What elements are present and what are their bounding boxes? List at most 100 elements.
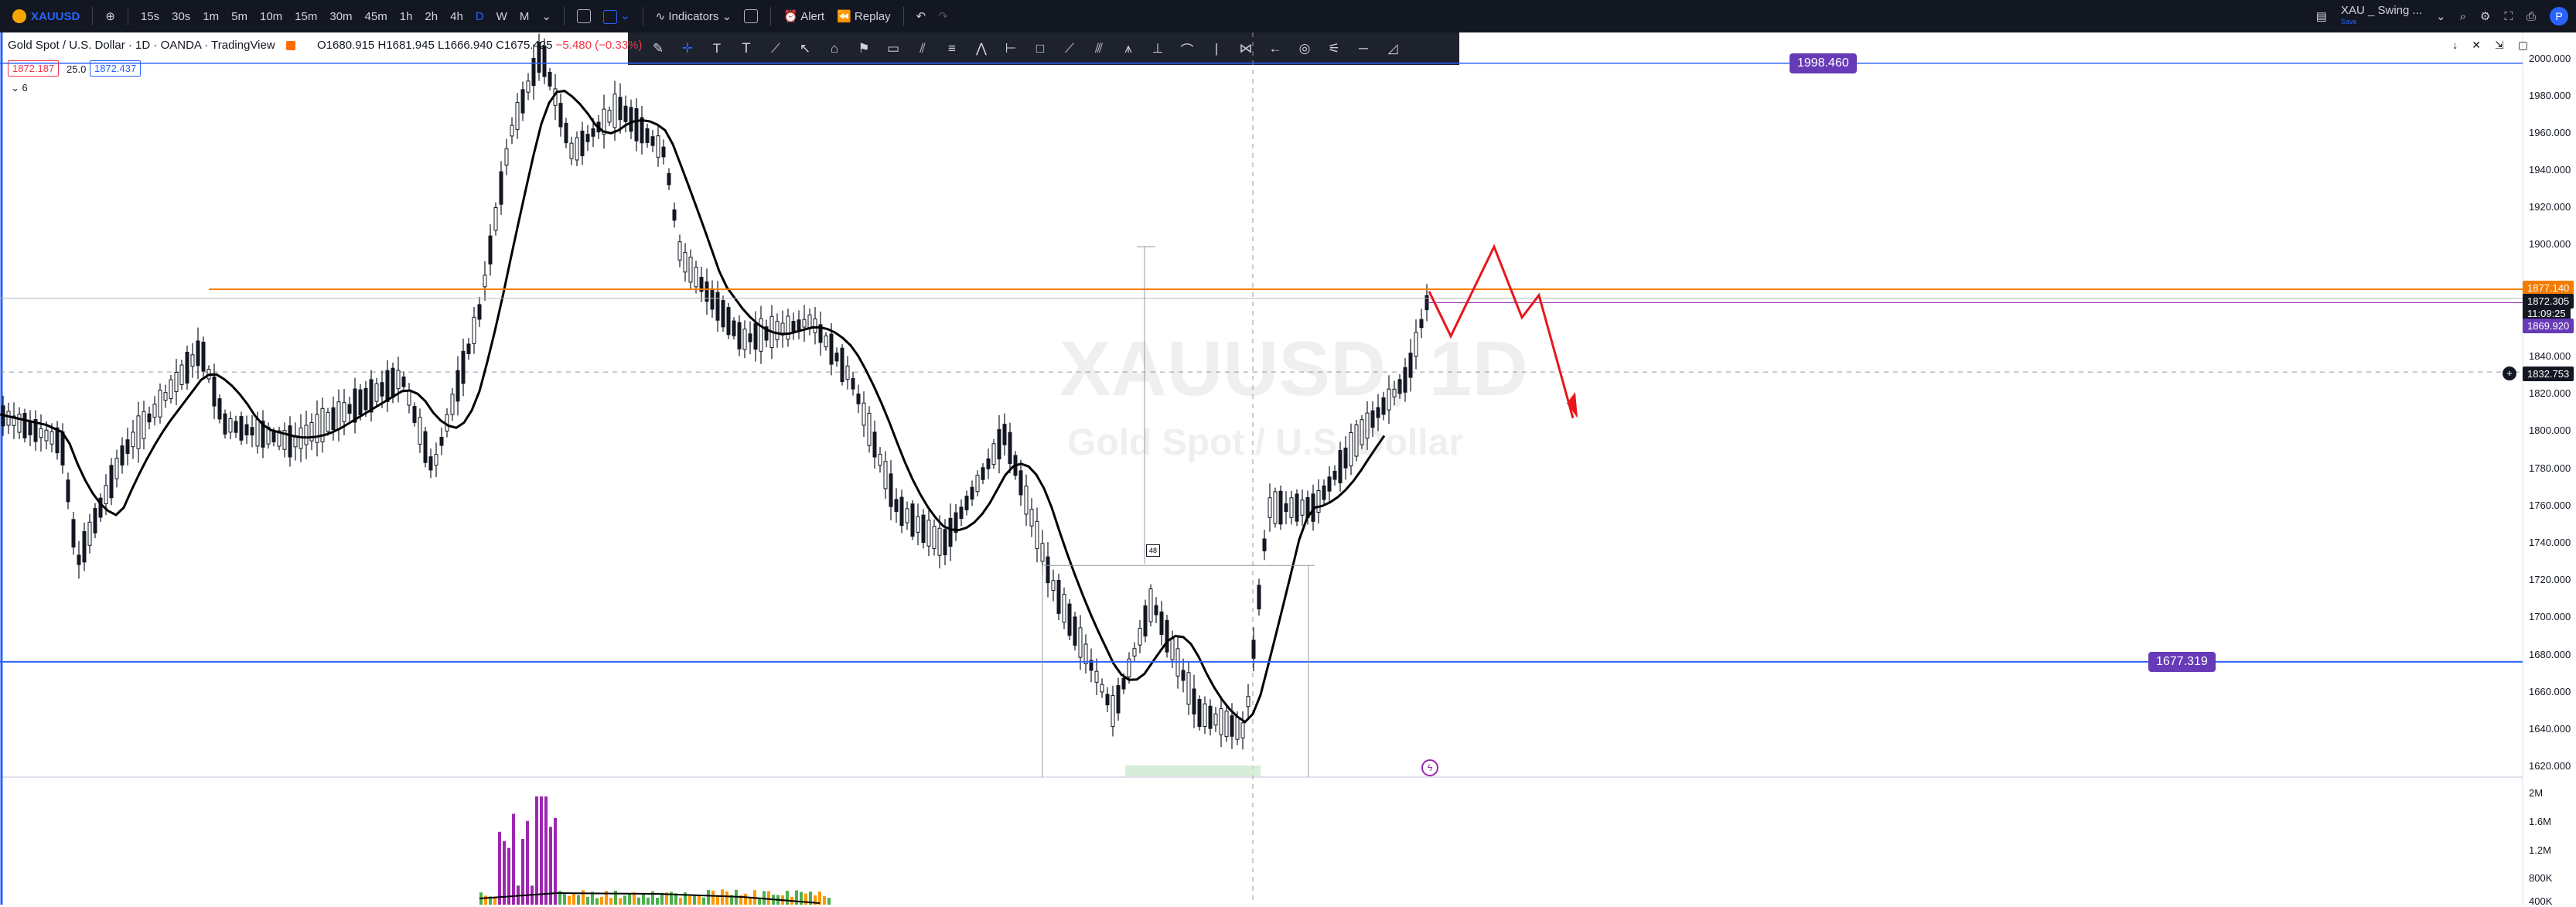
timeframe-D[interactable]: D [475,9,484,23]
horizontal-line-icon[interactable]: ─ [1358,41,1369,56]
timeframe-4h[interactable]: 4h [450,9,463,23]
callout-icon[interactable]: ⌂ [830,41,839,56]
candle-body [1008,431,1012,465]
chart-type-button[interactable]: ⌄ [597,9,636,24]
long-position-icon[interactable]: ⊥ [1152,41,1164,56]
candle-body [780,322,785,336]
rectangle-icon[interactable]: □ [1036,41,1045,56]
bar-type-button[interactable] [571,9,597,24]
parallel-channel-icon[interactable]: ⫽ [920,41,926,56]
alert-label: Alert [800,10,825,23]
fullscreen-icon[interactable]: ⛶ [2504,9,2513,23]
candle-body [618,97,623,121]
vertical-line-icon[interactable]: | [1214,41,1219,56]
curve-icon[interactable]: ⌒ [1180,43,1194,58]
timeframe-1m[interactable]: 1m [203,9,220,23]
chevron-down-icon[interactable]: ⌄ [2436,10,2446,23]
timeframe-5m[interactable]: 5m [231,9,247,23]
undo-button[interactable]: ↶ [910,9,933,23]
support-zone [1125,765,1261,776]
timeframe-45m[interactable]: 45m [364,9,387,23]
redo-button[interactable]: ↷ [932,9,954,23]
timeframe-1h[interactable]: 1h [399,9,413,23]
indicator-count: 6 [22,82,28,94]
price-tick: 1760.000 [2529,500,2571,511]
text-cursor-icon[interactable]: 𝖳 [742,41,751,56]
templates-button[interactable] [738,9,764,24]
volume-bar [568,895,571,905]
circle-icon[interactable]: ◎ [1298,41,1311,56]
maximize-icon[interactable]: ▢ [2517,39,2528,51]
candle-body [142,411,146,439]
close-icon[interactable]: ✕ [2472,39,2482,51]
timeframe-2h[interactable]: 2h [425,9,438,23]
price-range-icon[interactable]: ⊢ [1005,41,1017,56]
replay-button[interactable]: ⏪ Replay [831,9,897,23]
crosshair-plus-icon[interactable]: + [2503,367,2516,380]
pattern-icon[interactable]: ⋈ [1239,41,1253,56]
alert-button[interactable]: ⏰ Alert [777,9,831,23]
timeframe-dropdown[interactable]: ⌄ [535,9,558,23]
path-icon[interactable]: ⋀ [976,41,987,56]
flag-icon[interactable]: ⚑ [858,41,870,56]
upper-level-label[interactable]: 1998.460 [1790,53,1857,73]
timeframe-W[interactable]: W [496,9,507,23]
candle-body [932,526,937,549]
volume-bar [535,796,538,905]
measure-label-icon[interactable]: 48 [1146,544,1160,557]
compare-button[interactable]: ⊕ [99,9,121,23]
horizontal-channel-icon[interactable]: ≡ [948,41,956,56]
layout-name-block[interactable]: XAU _ Swing ... Save [2341,5,2422,27]
arrow-cursor-icon[interactable]: ↖ [799,41,811,56]
ruler-icon[interactable]: ⚟ [1328,41,1340,56]
text-icon[interactable]: T [712,41,722,56]
volume-bar [818,891,821,905]
volume-bar [521,839,524,905]
lightning-icon[interactable]: ϟ [1421,759,1438,776]
candle-body [1349,431,1353,466]
crosshair-icon[interactable]: ✛ [681,41,694,56]
timeframe-15s[interactable]: 15s [140,9,160,23]
candle-body [158,390,162,418]
ray-icon[interactable]: ⟋ [1065,41,1074,56]
camera-icon[interactable]: ⎙ [2526,9,2536,23]
bid-price[interactable]: 1872.187 [8,60,60,77]
layout-icon[interactable]: ▤ [2315,10,2327,23]
timeframe-10m[interactable]: 10m [259,9,283,23]
trend-line-icon[interactable]: ⟋ [771,41,780,56]
indicators-collapse[interactable]: ⌄ 6 [11,82,28,94]
gear-icon[interactable]: ⚙ [2480,10,2491,23]
fib-icon[interactable]: ⫻ [1094,41,1104,56]
lower-level-label[interactable]: 1677.319 [2148,652,2216,672]
pitchfork-icon[interactable]: ⩚ [1124,41,1132,56]
horizontal-ray-icon[interactable]: ← [1268,41,1282,56]
brush-icon[interactable]: ✎ [652,41,664,56]
search-icon[interactable]: ⌕ [2459,9,2467,23]
arrow-down-icon[interactable]: ↓ [2452,39,2458,51]
timeframe-15m[interactable]: 15m [295,9,318,23]
candle-body [710,288,715,310]
candle-body [537,42,541,73]
ask-price[interactable]: 1872.437 [90,60,142,77]
chart-title[interactable]: Gold Spot / U.S. Dollar · 1D · OANDA · T… [8,39,275,52]
timeframe-M[interactable]: M [519,9,530,23]
volume-bar [763,891,766,905]
volume-bar [647,897,650,905]
candle-body [136,415,141,449]
volume-bar [795,890,798,905]
candle-body [705,281,709,302]
comment-icon[interactable]: ▭ [886,41,900,56]
symbol-search[interactable]: XAUUSD [6,9,86,23]
candle-body [1094,670,1099,683]
avatar[interactable]: P [2550,7,2568,26]
volume-bar [823,895,826,905]
timeframe-30s[interactable]: 30s [172,9,191,23]
angle-icon[interactable]: ◿ [1387,41,1398,56]
timeframe-30m[interactable]: 30m [329,9,353,23]
collapse-icon[interactable]: ⇲ [2495,39,2504,51]
top-toolbar: XAUUSD ⊕ 15s 30s 1m 5m 10m 15m 30m 45m 1… [0,0,2576,32]
price-tick: 2000.000 [2529,53,2571,64]
indicators-button[interactable]: ∿ Indicators ⌄ [650,9,739,23]
candle-body [347,404,352,414]
